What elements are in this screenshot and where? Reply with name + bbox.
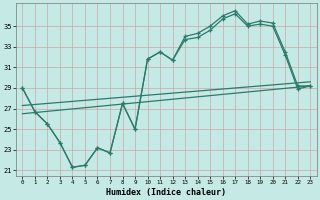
X-axis label: Humidex (Indice chaleur): Humidex (Indice chaleur) bbox=[106, 188, 226, 197]
